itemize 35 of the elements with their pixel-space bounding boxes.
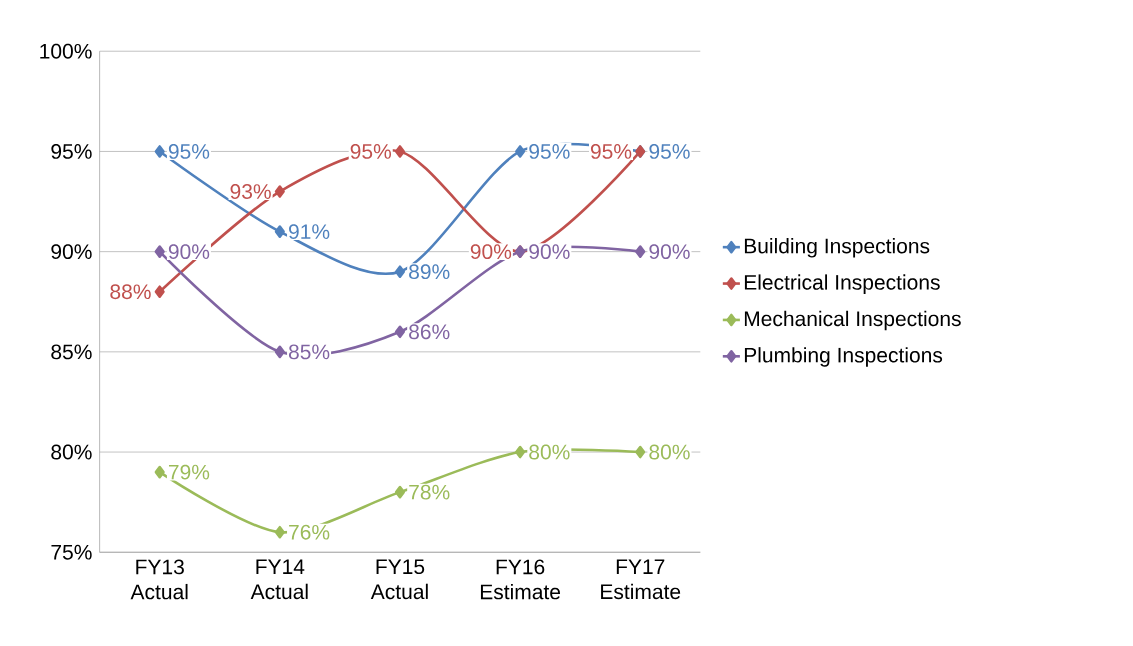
data-label: 95% <box>649 143 690 159</box>
data-label: 80% <box>529 444 570 460</box>
data-label: 95% <box>529 143 570 159</box>
data-label: 89% <box>409 264 450 280</box>
x-tick-label: FY14 Actual <box>250 559 308 600</box>
data-label: 86% <box>409 324 450 340</box>
legend-label: Electrical Inspections <box>744 274 940 294</box>
data-label: 95% <box>350 143 392 159</box>
data-label: 80% <box>649 444 690 460</box>
data-label: 79% <box>168 464 210 480</box>
data-label: 95% <box>168 143 210 159</box>
data-label: 90% <box>168 244 210 259</box>
y-tick-label: 90% <box>51 244 92 259</box>
data-label: 93% <box>230 183 271 199</box>
data-label: 95% <box>590 143 632 159</box>
y-tick-label: 80% <box>51 444 92 460</box>
data-label: 85% <box>288 344 330 360</box>
data-label: 88% <box>110 284 151 300</box>
x-tick-label: FY16 Estimate <box>480 559 561 600</box>
data-label: 90% <box>470 244 512 259</box>
y-tick-label: 95% <box>51 143 92 159</box>
legend-label: Plumbing Inspections <box>744 347 943 367</box>
data-label: 90% <box>529 244 570 259</box>
legend-label: Mechanical Inspections <box>744 310 961 331</box>
data-label: 76% <box>289 524 330 540</box>
x-tick-label: FY17 Estimate <box>601 559 681 600</box>
y-tick-label: 75% <box>51 544 92 560</box>
data-label: 90% <box>649 244 690 259</box>
data-label: 91% <box>289 224 330 239</box>
y-tick-label: 85% <box>51 344 92 360</box>
x-tick-label: FY15 Actual <box>370 559 428 600</box>
y-tick-label: 100% <box>40 43 92 59</box>
x-tick-label: FY13 Actual <box>130 559 188 600</box>
data-label: 78% <box>409 484 450 500</box>
legend-label: Building Inspections <box>744 237 930 258</box>
